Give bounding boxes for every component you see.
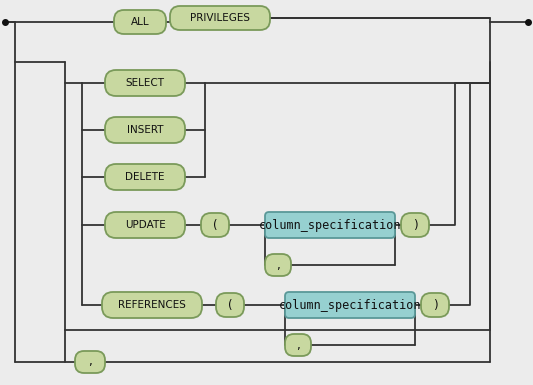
FancyBboxPatch shape — [170, 6, 270, 30]
Text: ALL: ALL — [131, 17, 149, 27]
Text: ): ) — [413, 219, 417, 231]
Text: SELECT: SELECT — [125, 78, 165, 88]
FancyBboxPatch shape — [285, 334, 311, 356]
FancyBboxPatch shape — [105, 164, 185, 190]
Text: REFERENCES: REFERENCES — [118, 300, 186, 310]
FancyBboxPatch shape — [285, 292, 415, 318]
FancyBboxPatch shape — [265, 212, 395, 238]
Text: ): ) — [433, 298, 437, 311]
Text: UPDATE: UPDATE — [125, 220, 165, 230]
FancyBboxPatch shape — [105, 212, 185, 238]
Text: PRIVILEGES: PRIVILEGES — [190, 13, 250, 23]
FancyBboxPatch shape — [401, 213, 429, 237]
Text: ,: , — [88, 355, 92, 368]
Text: (: ( — [213, 219, 217, 231]
FancyBboxPatch shape — [114, 10, 166, 34]
FancyBboxPatch shape — [75, 351, 105, 373]
Text: column_specification: column_specification — [259, 219, 401, 231]
Text: column_specification: column_specification — [279, 298, 421, 311]
FancyBboxPatch shape — [102, 292, 202, 318]
FancyBboxPatch shape — [105, 117, 185, 143]
Text: ,: , — [276, 258, 280, 271]
FancyBboxPatch shape — [201, 213, 229, 237]
Text: (: ( — [228, 298, 232, 311]
FancyBboxPatch shape — [105, 70, 185, 96]
FancyBboxPatch shape — [421, 293, 449, 317]
Text: DELETE: DELETE — [125, 172, 165, 182]
FancyBboxPatch shape — [265, 254, 291, 276]
FancyBboxPatch shape — [216, 293, 244, 317]
Text: INSERT: INSERT — [127, 125, 163, 135]
Text: ,: , — [296, 338, 300, 352]
